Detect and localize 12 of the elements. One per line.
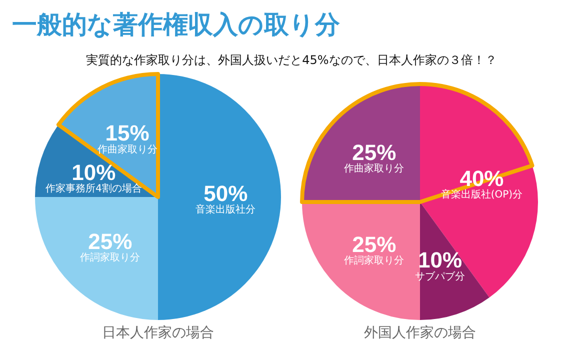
slice-label: サブパブ分 bbox=[415, 270, 466, 282]
data-label: 10% bbox=[418, 248, 462, 273]
text: 日本人作家の場合 bbox=[101, 324, 215, 342]
slice-label: 作家事務所4割の場合 bbox=[44, 182, 142, 195]
slice-label: 作詞家取り分 bbox=[343, 254, 404, 266]
slice-label: 作詞家取り分 bbox=[79, 251, 140, 264]
slice-label: 音楽出版社(OP)分 bbox=[440, 188, 523, 201]
slice-label: 作曲家取り分 bbox=[343, 162, 404, 175]
chart-title: 一般的な著作権収入の取り分 bbox=[12, 9, 340, 41]
text: 外国人作家の場合 bbox=[363, 324, 477, 342]
slice-label: 音楽出版社分 bbox=[196, 204, 256, 216]
chart-subtitle: 実質的な作家取り分は、外国人扱いだと45%なので、日本人作家の３倍！？ bbox=[85, 52, 498, 69]
